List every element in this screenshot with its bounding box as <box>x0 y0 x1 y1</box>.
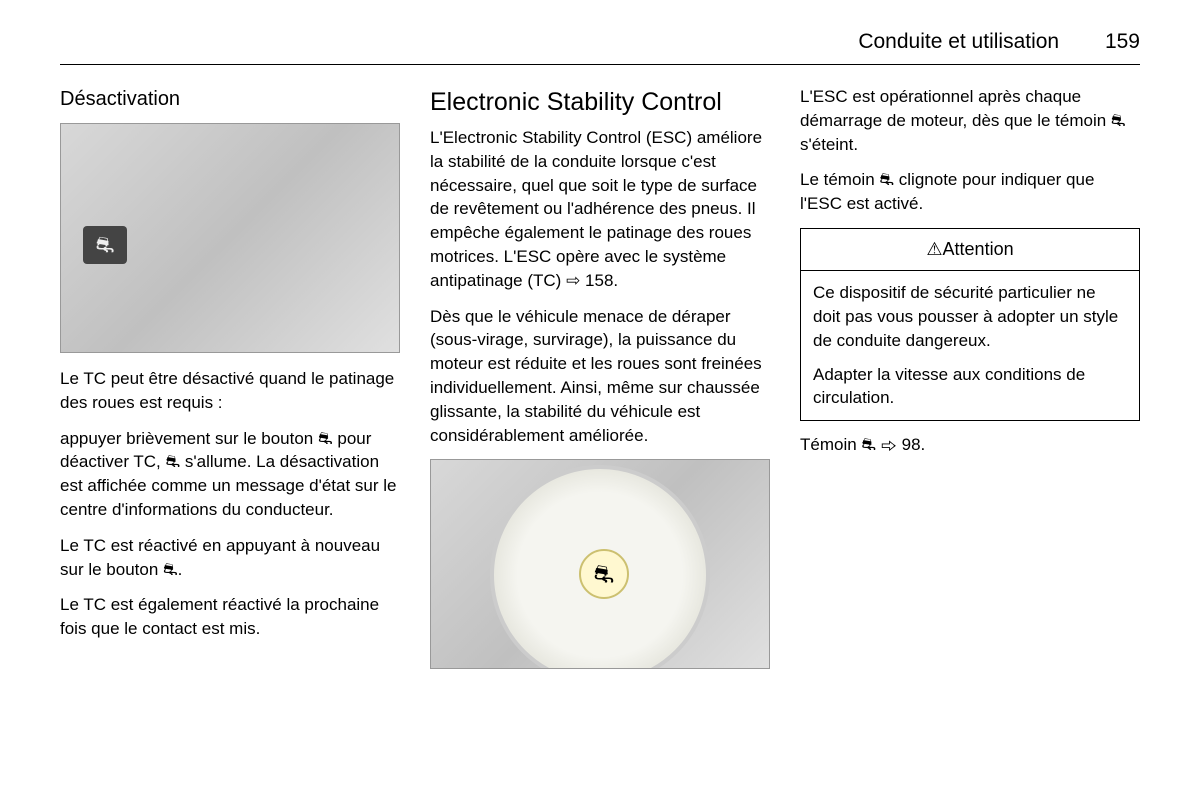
column-1: Désactivation ⛐ Le TC peut être désactiv… <box>60 85 400 683</box>
col3-p2: Le témoin ⛐ clignote pour indiquer que l… <box>800 168 1140 216</box>
content-columns: Désactivation ⛐ Le TC peut être désactiv… <box>60 85 1140 683</box>
attention-body: Ce dispositif de sécurité particulier ne… <box>801 271 1139 420</box>
attention-title: ⚠Attention <box>801 229 1139 271</box>
column-2: Electronic Stability Control L'Electroni… <box>430 85 770 683</box>
column-3: L'ESC est opérationnel après chaque déma… <box>800 85 1140 683</box>
section-title: Conduite et utilisation <box>858 30 1059 53</box>
esc-icon: ⛐ <box>593 558 614 592</box>
tc-button-icon: ⛐ <box>83 226 127 264</box>
col2-p2: Dès que le véhicule menace de déraper (s… <box>430 305 770 448</box>
gauge-circle: ⛐ <box>490 465 710 670</box>
attention-p1: Ce dispositif de sécurité particulier ne… <box>813 281 1127 352</box>
dashboard-button-image: ⛐ <box>60 123 400 353</box>
attention-box: ⚠Attention Ce dispositif de sécurité par… <box>800 228 1140 421</box>
attention-p2: Adapter la vitesse aux conditions de cir… <box>813 363 1127 411</box>
col1-p3: Le TC est réactivé en appuyant à nouveau… <box>60 534 400 582</box>
page-header: Conduite et utilisation 159 <box>60 30 1140 65</box>
speedometer-image: ⛐ <box>430 459 770 669</box>
col3-p3: Témoin ⛐ ⇨ 98. <box>800 433 1140 457</box>
esc-icon: ⛐ <box>96 230 115 261</box>
esc-warning-icon: ⛐ <box>579 549 629 599</box>
col1-p1: Le TC peut être désactivé quand le patin… <box>60 367 400 415</box>
col1-heading: Désactivation <box>60 85 400 113</box>
col3-p1: L'ESC est opérationnel après chaque déma… <box>800 85 1140 156</box>
page-number: 159 <box>1105 30 1140 54</box>
col2-heading: Electronic Stability Control <box>430 85 770 120</box>
col1-p4: Le TC est également réactivé la prochain… <box>60 593 400 641</box>
col1-p2: appuyer brièvement sur le bouton ⛐ pour … <box>60 427 400 522</box>
col2-p1: L'Electronic Stability Control (ESC) amé… <box>430 126 770 293</box>
